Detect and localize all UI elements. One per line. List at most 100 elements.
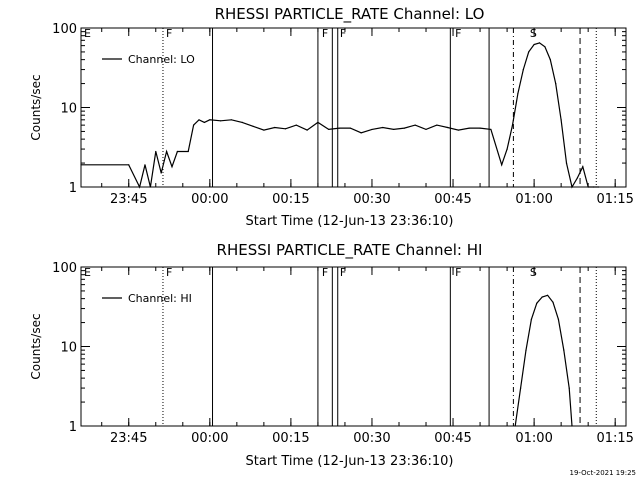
annotation-label-f: F [166, 27, 172, 40]
data-point [560, 119, 562, 121]
data-point [552, 301, 554, 303]
data-point [171, 166, 173, 168]
data-point [198, 119, 200, 121]
data-point [149, 186, 151, 188]
data-point [565, 162, 568, 164]
data-point [392, 128, 395, 131]
data-point [425, 128, 427, 131]
data-point [522, 68, 524, 71]
annotation-label-f: F [322, 266, 328, 279]
data-point [252, 125, 254, 127]
data-point [528, 51, 530, 53]
data-point [414, 124, 416, 126]
legend-label: Channel: HI [128, 292, 192, 305]
data-point [241, 121, 243, 123]
chart-panels: RHESSI PARTICLE_RATE Channel: LO Start Ti… [29, 5, 634, 469]
data-point [587, 186, 589, 188]
data-point [582, 166, 584, 168]
annotation-label-s: S [530, 266, 537, 279]
data-point [547, 294, 549, 296]
data-point [220, 120, 222, 122]
x-tick-label: 01:00 [515, 192, 552, 207]
y-tick-label: 10 [60, 341, 77, 356]
x-tick-label: 00:30 [353, 192, 390, 207]
data-point [525, 349, 527, 351]
data-point [555, 82, 557, 85]
x-tick-label: 23:45 [110, 431, 147, 446]
annotation-label-f: F [455, 266, 461, 279]
annotation-label-e: E [84, 266, 91, 279]
x-tick-label: 00:00 [191, 192, 228, 207]
data-point [544, 46, 546, 48]
x-tick-label: 00:15 [272, 431, 309, 446]
data-point [517, 92, 519, 95]
data-point [138, 186, 141, 188]
data-point [436, 124, 438, 126]
data-point [557, 318, 560, 320]
x-tick-label: 23:45 [110, 192, 147, 207]
data-point [592, 186, 595, 188]
data-point [349, 127, 351, 129]
data-point [598, 186, 600, 188]
data-point [382, 126, 384, 129]
data-point [576, 177, 578, 179]
data-point [571, 425, 573, 427]
chart-panel-2: RHESSI PARTICLE_RATE Channel: HI Start Ti… [29, 241, 634, 469]
data-point [165, 150, 168, 153]
data-point [176, 150, 178, 153]
x-tick-label: 00:45 [434, 431, 471, 446]
data-point [506, 148, 508, 150]
data-point [530, 318, 533, 320]
data-point [144, 164, 146, 166]
y-tick-label: 100 [52, 22, 77, 37]
data-point [468, 127, 470, 129]
data-point [160, 172, 162, 174]
data-point [306, 129, 308, 131]
data-point [209, 119, 211, 121]
annotation-label-f: F [322, 27, 328, 40]
data-point [193, 124, 195, 126]
data-point [520, 387, 522, 389]
data-point [501, 164, 503, 166]
y-tick-label: 1 [69, 420, 77, 435]
chart-panel-1: RHESSI PARTICLE_RATE Channel: LO Start Ti… [29, 5, 634, 229]
data-point [263, 129, 265, 131]
data-point [538, 42, 541, 44]
x-tick-label: 00:30 [353, 431, 390, 446]
data-point [274, 126, 276, 129]
data-point [317, 121, 319, 123]
data-point [360, 132, 362, 134]
y-tick-label: 10 [60, 102, 77, 117]
data-point [457, 129, 460, 131]
annotation-label-e: E [84, 27, 91, 40]
x-axis-label: Start Time (12-Jun-13 23:36:10) [246, 454, 454, 469]
annotation-label-f: F [340, 27, 346, 40]
data-point [514, 425, 516, 427]
data-point [284, 128, 287, 130]
data-point [568, 387, 570, 389]
y-axis-label: Counts/sec [29, 74, 43, 140]
annotation-label-f: F [455, 27, 461, 40]
data-point [571, 186, 573, 188]
x-tick-label: 01:00 [515, 431, 552, 446]
y-tick-label: 1 [69, 181, 77, 196]
data-point [187, 150, 189, 153]
annotation-label-f: F [340, 266, 346, 279]
data-point [155, 150, 157, 153]
x-tick-label: 00:15 [272, 192, 309, 207]
x-tick-label: 00:00 [191, 431, 228, 446]
footer-timestamp: 19-Oct-2021 19:25 [570, 469, 636, 477]
data-point [128, 164, 130, 166]
chart-title: RHESSI PARTICLE_RATE Channel: HI [217, 241, 483, 260]
data-point [563, 349, 565, 351]
x-axis-label: Start Time (12-Jun-13 23:36:10) [246, 214, 454, 229]
data-point [230, 119, 233, 121]
data-point [403, 127, 405, 129]
annotation-label-f: F [166, 266, 172, 279]
data-point [295, 124, 297, 126]
series-line [81, 42, 599, 189]
data-point [490, 128, 492, 131]
data-point [549, 59, 551, 61]
